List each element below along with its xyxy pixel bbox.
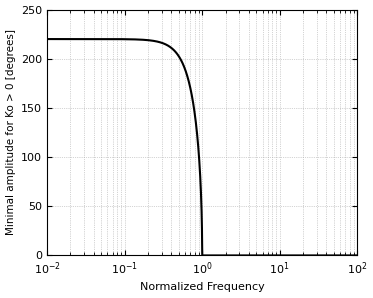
X-axis label: Normalized Frequency: Normalized Frequency [140, 283, 264, 292]
Y-axis label: Minimal amplitude for Ko > 0 [degrees]: Minimal amplitude for Ko > 0 [degrees] [6, 30, 16, 235]
